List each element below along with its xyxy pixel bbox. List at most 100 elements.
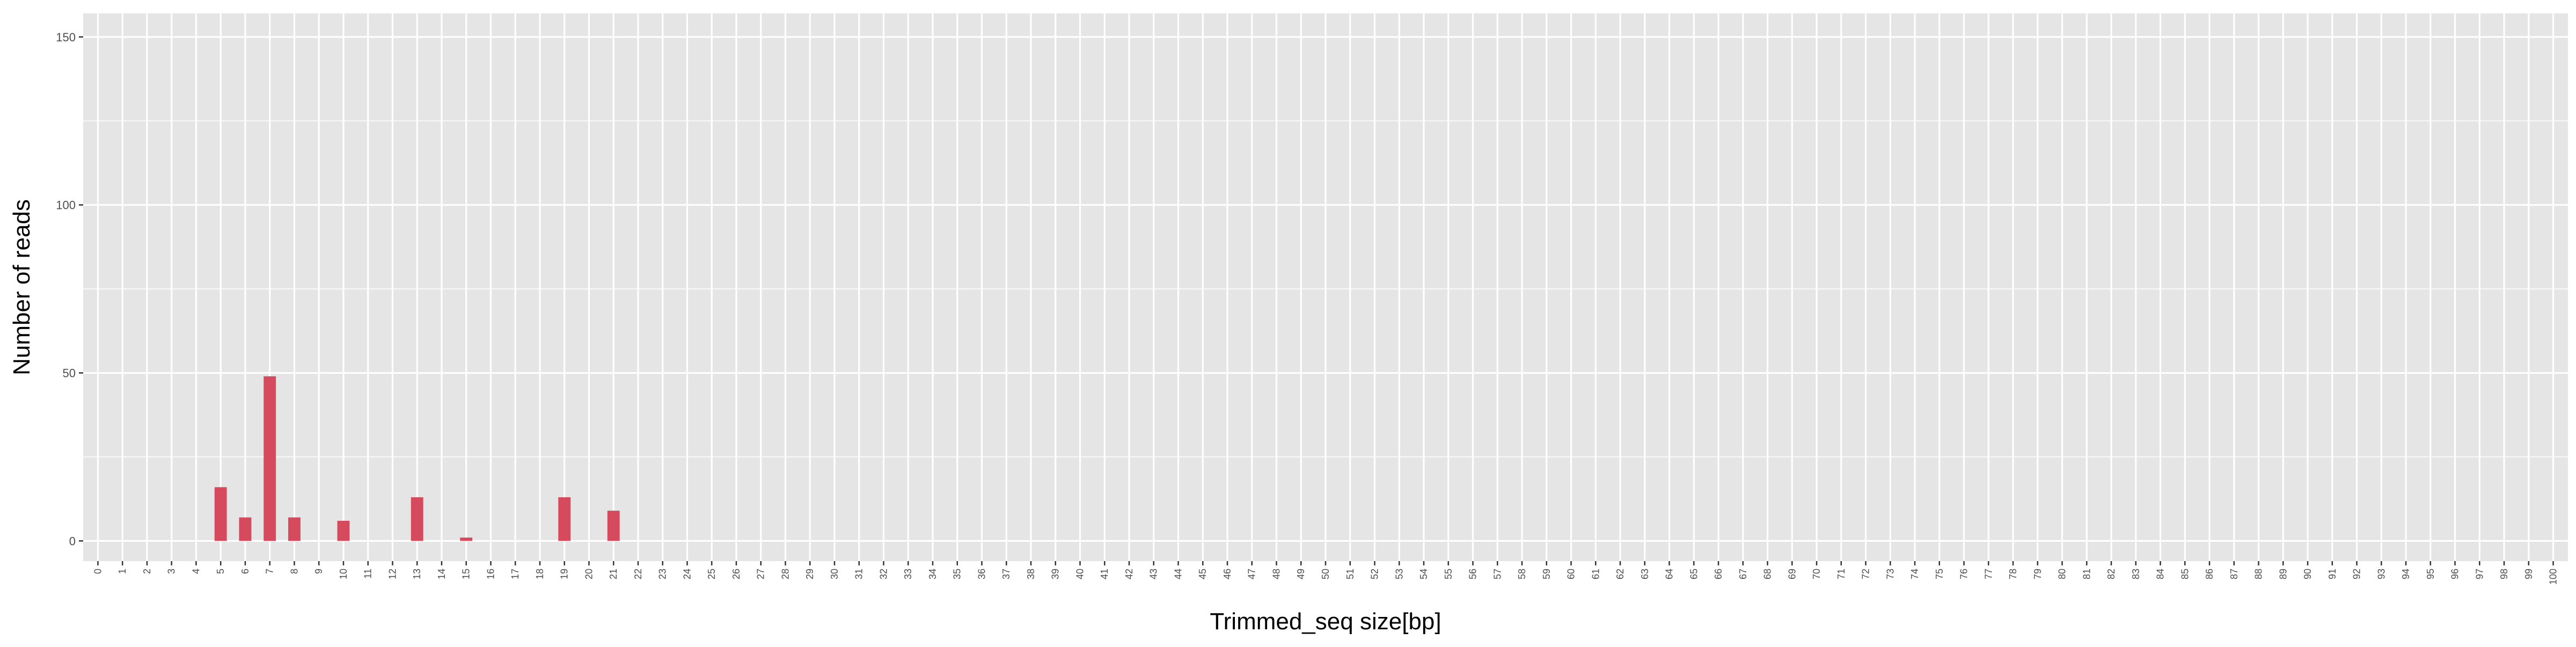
x-tick-label: 19: [559, 569, 570, 579]
x-tick-label: 64: [1664, 569, 1675, 579]
x-tick-label: 39: [1050, 569, 1061, 579]
x-tick-label: 32: [878, 569, 889, 579]
x-tick-label: 16: [485, 569, 496, 579]
bars: [214, 376, 620, 541]
x-tick-label: 77: [1983, 569, 1994, 579]
x-tick-label: 72: [1861, 569, 1871, 579]
y-tick-label: 0: [69, 534, 76, 548]
x-tick-label: 67: [1738, 569, 1748, 579]
x-tick-label: 73: [1885, 569, 1896, 579]
x-tick-label: 22: [633, 569, 643, 579]
x-tick-label: 29: [804, 569, 815, 579]
x-tick-label: 76: [1959, 569, 1970, 579]
x-tick-label: 65: [1688, 569, 1699, 579]
x-tick-label: 34: [927, 569, 938, 579]
x-tick-label: 79: [2032, 569, 2043, 579]
grid-major: [83, 13, 2568, 561]
bar: [607, 511, 620, 541]
x-tick-label: 37: [1001, 569, 1012, 579]
x-tick-label: 74: [1909, 569, 1920, 579]
x-tick-label: 69: [1787, 569, 1797, 579]
x-tick-label: 8: [289, 569, 299, 574]
x-tick-label: 78: [2008, 569, 2018, 579]
x-tick-label: 61: [1590, 569, 1601, 579]
bar: [558, 497, 571, 541]
x-tick-label: 36: [976, 569, 987, 579]
bar: [337, 520, 350, 541]
x-tick-label: 40: [1074, 569, 1085, 579]
x-tick-label: 83: [2131, 569, 2141, 579]
x-tick-label: 27: [756, 569, 766, 579]
x-tick-label: 93: [2376, 569, 2387, 579]
x-tick-label: 84: [2155, 569, 2166, 579]
x-tick-label: 15: [461, 569, 472, 579]
x-axis-title: Trimmed_seq size[bp]: [1210, 608, 1441, 635]
x-tick-label: 43: [1148, 569, 1159, 579]
x-tick-label: 9: [313, 569, 324, 574]
x-tick-label: 95: [2425, 569, 2436, 579]
y-tick-label: 50: [63, 367, 76, 380]
x-tick-label: 45: [1197, 569, 1208, 579]
x-tick-label: 89: [2278, 569, 2288, 579]
x-tick-label: 42: [1124, 569, 1135, 579]
x-tick-label: 66: [1713, 569, 1724, 579]
x-tick-label: 24: [682, 569, 692, 579]
x-tick-label: 51: [1345, 569, 1356, 579]
x-tick-label: 38: [1026, 569, 1036, 579]
x-tick-label: 28: [780, 569, 791, 579]
x-tick-label: 10: [338, 569, 349, 579]
x-tick-label: 2: [142, 569, 152, 574]
x-tick-label: 82: [2106, 569, 2117, 579]
x-tick-label: 4: [191, 569, 201, 574]
x-tick-label: 3: [166, 569, 177, 574]
x-tick-label: 53: [1394, 569, 1404, 579]
bar: [214, 487, 227, 541]
bar: [288, 517, 301, 541]
x-tick-label: 6: [240, 569, 251, 574]
x-tick-label: 86: [2204, 569, 2215, 579]
x-tick-label: 60: [1566, 569, 1577, 579]
x-tick-label: 17: [510, 569, 521, 579]
x-tick-label: 46: [1222, 569, 1233, 579]
x-tick-label: 70: [1811, 569, 1822, 579]
x-tick-label: 47: [1247, 569, 1257, 579]
x-tick-label: 87: [2229, 569, 2240, 579]
x-tick-label: 99: [2523, 569, 2534, 579]
x-tick-label: 11: [363, 569, 374, 579]
x-tick-label: 25: [706, 569, 717, 579]
x-tick-label: 57: [1492, 569, 1503, 579]
x-tick-label: 55: [1443, 569, 1454, 579]
x-tick-label: 26: [731, 569, 742, 579]
x-tick-label: 7: [265, 569, 275, 574]
x-tick-label: 68: [1762, 569, 1773, 579]
x-tick-label: 94: [2401, 569, 2411, 579]
x-tick-label: 97: [2474, 569, 2485, 579]
x-axis: 0 1 2 3 4 5 6 7 8 9 10 11 12 13 14 15 16 17 18 19 20 21 22 23 24…: [92, 561, 2559, 585]
bar: [264, 376, 276, 541]
x-tick-label: 88: [2253, 569, 2264, 579]
x-tick-label: 56: [1468, 569, 1479, 579]
x-tick-label: 20: [583, 569, 594, 579]
x-tick-label: 80: [2057, 569, 2068, 579]
x-tick-label: 13: [412, 569, 422, 579]
x-tick-label: 59: [1541, 569, 1552, 579]
x-tick-label: 92: [2352, 569, 2362, 579]
x-tick-label: 62: [1615, 569, 1626, 579]
x-tick-label: 58: [1517, 569, 1527, 579]
x-tick-label: 1: [117, 569, 128, 574]
x-tick-label: 12: [387, 569, 398, 579]
x-tick-label: 41: [1099, 569, 1110, 579]
x-tick-label: 54: [1418, 569, 1429, 579]
x-tick-label: 52: [1370, 569, 1380, 579]
x-tick-label: 96: [2450, 569, 2461, 579]
x-tick-label: 50: [1320, 569, 1331, 579]
x-tick-label: 33: [903, 569, 913, 579]
x-tick-label: 100: [2548, 569, 2559, 585]
y-tick-label: 100: [56, 199, 76, 212]
bar: [239, 517, 252, 541]
x-tick-label: 21: [608, 569, 619, 579]
x-tick-label: 75: [1934, 569, 1945, 579]
x-tick-label: 85: [2179, 569, 2190, 579]
x-tick-label: 30: [829, 569, 840, 579]
